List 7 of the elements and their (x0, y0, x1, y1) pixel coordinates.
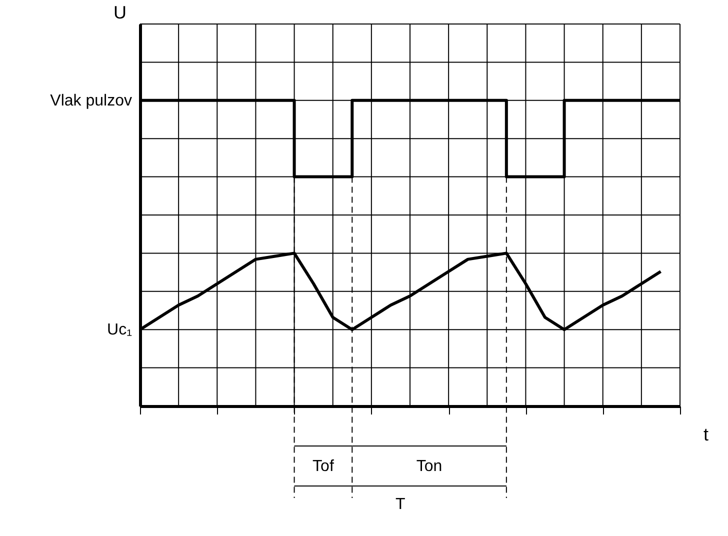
series-label: Uc₁ (107, 322, 132, 339)
series-label: Vlak pulzov (50, 92, 132, 110)
x-axis-title: t (703, 424, 708, 444)
text: Tof (312, 458, 334, 475)
text: Ton (416, 458, 442, 475)
y-axis-title: U (114, 2, 126, 22)
text: T (395, 496, 406, 513)
